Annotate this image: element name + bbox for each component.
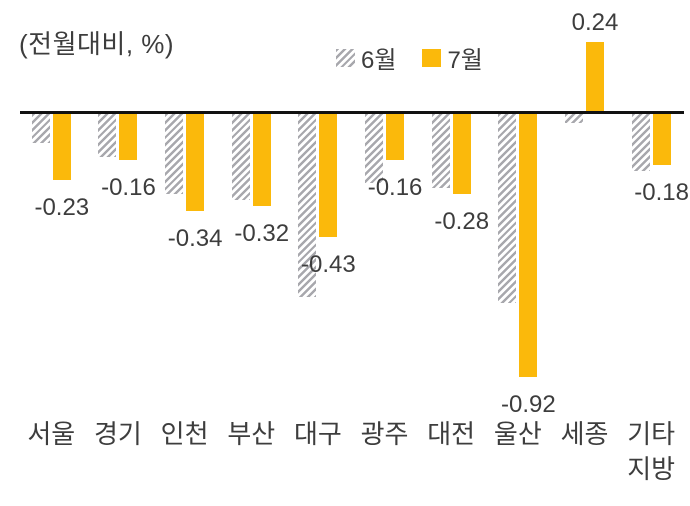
- june-bar-10: [631, 114, 650, 171]
- legend-june-label: 6월: [361, 47, 397, 74]
- legend-item-july: 7월: [422, 40, 483, 75]
- data-label-8: -0.92: [500, 391, 556, 418]
- x-label-3: 인천: [160, 419, 209, 449]
- x-label-6: 광주: [360, 419, 409, 449]
- chart-title: (전월대비, %): [19, 29, 175, 59]
- x-label-1: 서울: [27, 419, 76, 449]
- x-axis-line: [20, 111, 684, 114]
- june-bar-7: [431, 114, 450, 188]
- july-bar-8: [519, 114, 538, 377]
- data-label-3: -0.34: [167, 225, 223, 252]
- july-bar-7: [452, 114, 471, 194]
- june-hatched-swatch-icon: [336, 48, 355, 67]
- legend-item-june: 6월: [336, 40, 396, 75]
- june-bar-5: [298, 114, 317, 297]
- x-label-4: 부산: [227, 419, 276, 449]
- legend: 6월 7월: [336, 40, 483, 75]
- x-label-9: 세종: [560, 419, 609, 449]
- june-bar-9: [565, 114, 583, 123]
- july-bar-4: [252, 114, 271, 206]
- june-bar-2: [98, 114, 117, 157]
- x-label-5: 대구: [293, 419, 342, 449]
- data-label-7: -0.28: [434, 208, 490, 235]
- july-bar-9: [586, 42, 604, 111]
- july-bar-6: [386, 114, 405, 160]
- x-label-2: 경기: [94, 419, 142, 449]
- data-label-6: -0.16: [367, 174, 423, 201]
- data-label-4: -0.32: [234, 220, 290, 247]
- july-bar-2: [119, 114, 138, 160]
- june-bar-8: [498, 114, 517, 303]
- july-bar-1: [52, 114, 71, 180]
- data-label-2: -0.16: [101, 174, 156, 201]
- x-label-10: 기타 지방: [627, 419, 676, 484]
- june-bar-3: [165, 114, 184, 194]
- x-label-8: 울산: [493, 419, 542, 449]
- legend-july-label: 7월: [447, 47, 483, 74]
- july-bar-3: [186, 114, 205, 211]
- june-bar-4: [231, 114, 250, 200]
- june-bar-6: [365, 114, 384, 183]
- data-label-5: -0.43: [301, 251, 356, 278]
- july-solid-swatch-icon: [422, 48, 442, 67]
- data-label-10: -0.18: [634, 179, 689, 206]
- data-label-9: 0.24: [571, 9, 619, 36]
- x-label-7: 대전: [427, 419, 476, 449]
- july-bar-10: [652, 114, 671, 165]
- june-bar-1: [31, 114, 50, 143]
- data-label-1: -0.23: [34, 194, 90, 221]
- july-bar-5: [319, 114, 338, 237]
